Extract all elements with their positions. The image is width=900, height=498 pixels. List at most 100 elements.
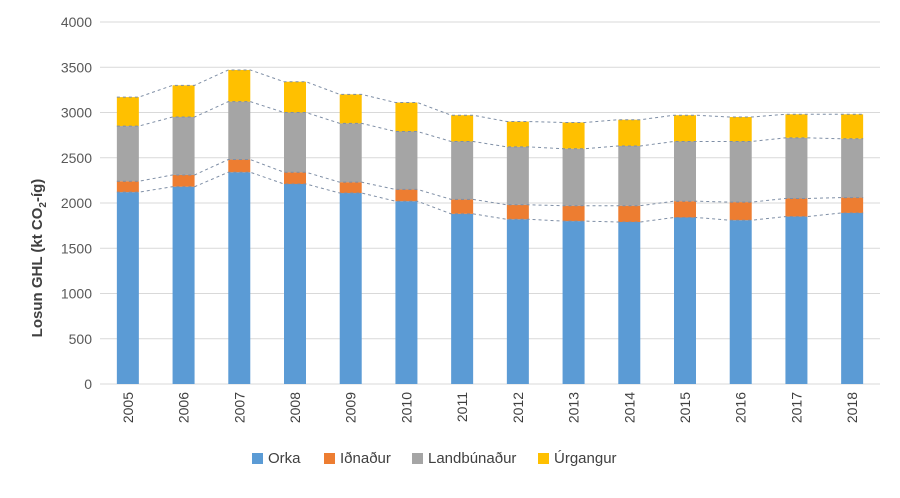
bar-segment [228,172,251,384]
bar-segment [785,198,808,217]
bars [116,69,864,384]
x-tick-label: 2015 [677,392,693,423]
gridlines [100,21,880,385]
x-tick-label: 2011 [454,392,470,422]
bar-segment [284,172,306,184]
bar-segment [841,197,864,213]
legend-item: Úrgangur [538,450,617,467]
y-tick-label: 0 [84,376,92,392]
y-tick-labels: 0 500 1000 1500 2000 2500 3000 3500 4000 [61,14,92,392]
bar-segment [228,69,251,102]
bar-segment [172,174,195,187]
bar-segment [116,126,139,182]
x-tick-label: 2016 [733,392,749,423]
bar-segment [562,205,585,222]
bar-segment [451,213,474,384]
bar-segment [506,121,529,147]
legend-label: Iðnaður [340,450,391,467]
bar-segment [618,205,641,223]
bar-segment [284,183,306,384]
y-tick-label: 1500 [61,240,92,256]
bar-segment [172,117,195,175]
bar-segment [172,85,195,118]
bar-segment [729,117,752,142]
legend-label: Orka [268,450,301,467]
bar-segment [116,192,139,384]
bar-segment [339,193,362,384]
y-axis-label: Losun GHL (kt CO2-íg) [29,179,49,338]
trend-lines [116,69,864,223]
legend-item: Landbúnaður [412,450,516,467]
y-tick-label: 3000 [61,105,92,121]
bar-segment [618,222,641,384]
bar-segment [562,148,585,206]
bar-segment [729,141,752,203]
bar-segment [395,131,418,190]
bar-segment [729,220,752,384]
x-tick-label: 2008 [287,392,303,423]
legend-label: Landbúnaður [428,450,516,467]
x-tick-labels: 2005 2006 2007 2008 2009 2010 2011 2012 2013 2014… [120,392,860,423]
legend-item: Orka [252,450,301,467]
legend-label: Úrgangur [554,450,617,467]
bar-segment [674,217,696,384]
trend-line [116,101,864,150]
x-tick-label: 2018 [844,392,860,423]
legend: Orka Iðnaður Landbúnaður Úrgangur [252,450,617,467]
bar-segment [116,97,139,127]
trend-line [116,69,864,123]
bar-segment [395,102,418,132]
y-tick-label: 4000 [61,14,92,30]
bar-segment [674,141,696,202]
bar-segment [841,138,864,198]
y-tick-label: 2000 [61,195,92,211]
bar-segment [339,182,362,194]
bar-segment [451,199,474,214]
legend-swatch [538,453,549,464]
bar-segment [451,115,474,142]
x-tick-label: 2014 [621,392,637,423]
x-tick-label: 2009 [343,392,359,423]
bar-segment [284,81,306,113]
x-tick-label: 2010 [398,392,414,423]
bar-segment [562,221,585,384]
legend-item: Iðnaður [324,450,391,467]
bar-segment [116,181,139,193]
y-tick-label: 3500 [61,59,92,75]
bar-segment [451,141,474,200]
bar-segment [339,123,362,183]
bar-segment [562,122,585,149]
bar-segment [172,186,195,384]
y-tick-label: 2500 [61,150,92,166]
bar-segment [841,212,864,384]
bar-segment [284,112,306,173]
x-tick-label: 2012 [510,392,526,423]
bar-segment [618,145,641,206]
y-tick-label: 500 [69,331,93,347]
bar-segment [228,101,251,160]
x-tick-label: 2007 [231,392,247,423]
bar-segment [841,114,864,139]
bar-segment [674,115,696,142]
legend-swatch [252,453,263,464]
bar-segment [506,219,529,384]
legend-swatch [412,453,423,464]
x-tick-label: 2006 [176,392,192,423]
bar-segment [395,201,418,384]
bar-segment [674,201,696,218]
x-tick-label: 2005 [120,392,136,423]
bar-segment [729,202,752,221]
bar-segment [785,114,808,138]
legend-swatch [324,453,335,464]
bar-segment [506,146,529,205]
bar-segment [228,159,251,173]
x-tick-label: 2017 [788,392,804,423]
bar-segment [395,189,418,202]
x-tick-label: 2013 [566,392,582,423]
bar-segment [618,119,641,146]
bar-segment [506,204,529,220]
bar-segment [339,94,362,124]
y-tick-label: 1000 [61,286,92,302]
bar-segment [785,216,808,384]
